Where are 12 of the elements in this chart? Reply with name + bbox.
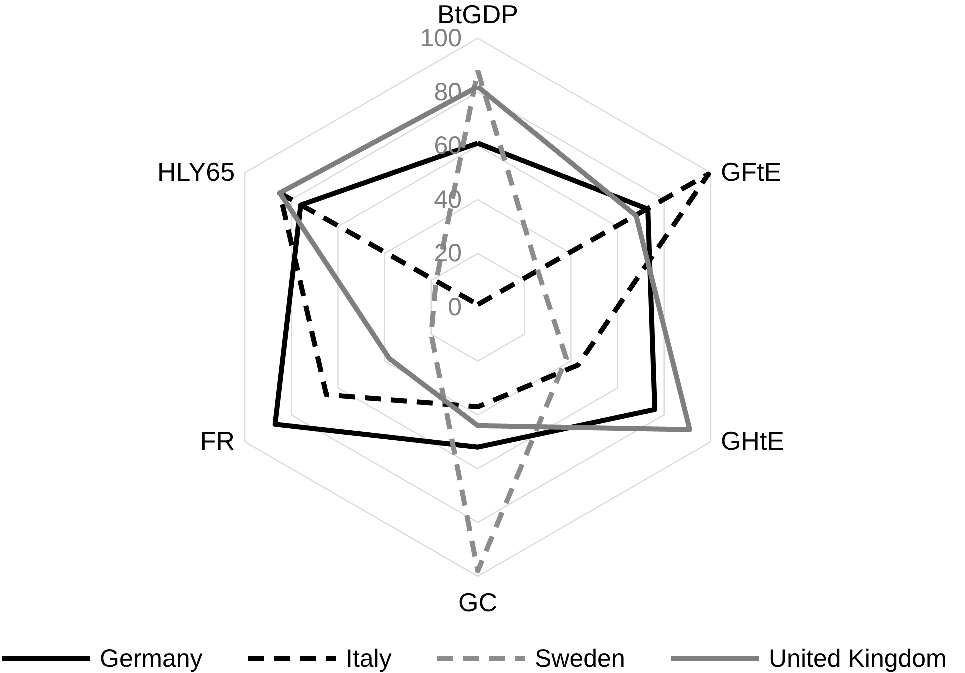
y-tick-label: 40 [434,186,462,214]
spoke-label: GFtE [720,157,782,187]
spoke-label: GHtE [720,426,785,456]
spoke-label: GC [458,588,498,618]
y-tick-label: 0 [448,294,462,322]
legend-label: Sweden [535,644,626,673]
legend-label: United Kingdom [769,644,947,673]
legend-label: Germany [100,644,204,673]
legend-label: Italy [346,644,392,673]
spoke-label: FR [200,426,236,456]
spoke-label: HLY65 [157,157,236,187]
y-tick-label: 20 [434,240,462,268]
